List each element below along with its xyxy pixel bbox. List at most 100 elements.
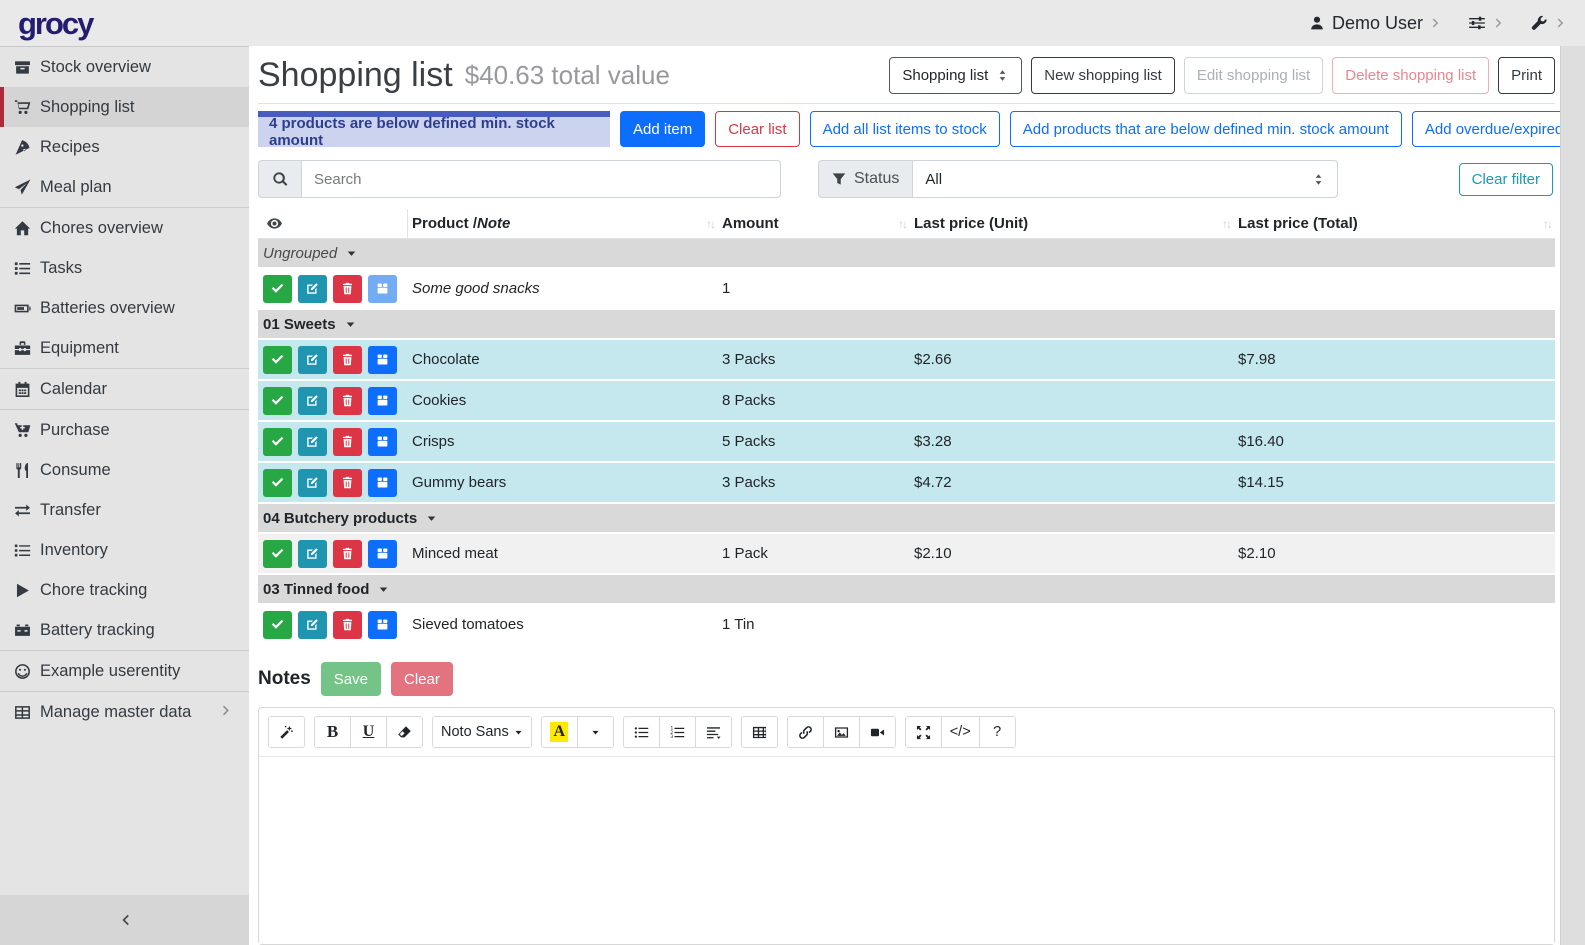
fullscreen-button[interactable] [905, 716, 942, 748]
delete-item-button[interactable] [333, 275, 362, 303]
admin-menu[interactable] [1531, 15, 1567, 32]
edit-item-button[interactable] [298, 387, 327, 415]
magic-style-button[interactable] [268, 716, 305, 748]
sidebar-item-calendar[interactable]: Calendar [0, 369, 249, 409]
sidebar-item-tasks[interactable]: Tasks [0, 248, 249, 288]
delete-shopping-list-button[interactable]: Delete shopping list [1332, 57, 1489, 94]
sidebar-collapse-button[interactable] [0, 895, 249, 945]
sidebar-item-meal-plan[interactable]: Meal plan [0, 167, 249, 207]
clear-formatting-button[interactable] [386, 716, 423, 748]
search-input[interactable] [301, 160, 781, 198]
sidebar-item-inventory[interactable]: Inventory [0, 530, 249, 570]
sidebar-item-equipment[interactable]: Equipment [0, 328, 249, 368]
chevron-right-icon [1430, 17, 1442, 29]
amount-column-header[interactable]: Amount ↑↓ [718, 209, 910, 238]
clear-notes-button[interactable]: Clear [391, 662, 453, 696]
add-to-stock-button[interactable] [368, 387, 397, 415]
mark-done-button[interactable] [263, 275, 292, 303]
sidebar-item-chores-overview[interactable]: Chores overview [0, 208, 249, 248]
save-notes-button[interactable]: Save [321, 662, 381, 696]
notes-editor-canvas[interactable] [259, 756, 1554, 944]
add-to-stock-button[interactable] [368, 346, 397, 374]
sidebar-item-stock-overview[interactable]: Stock overview [0, 47, 249, 87]
font-family-select[interactable]: Noto Sans [432, 716, 532, 748]
print-button[interactable]: Print [1498, 57, 1555, 94]
add-to-stock-button[interactable] [368, 469, 397, 497]
user-menu[interactable]: Demo User [1309, 13, 1442, 34]
mark-done-button[interactable] [263, 387, 292, 415]
group-row-sweets[interactable]: 01 Sweets [258, 310, 1555, 340]
add-below-min-button[interactable]: Add products that are below defined min.… [1010, 111, 1402, 147]
scrollbar[interactable] [1560, 46, 1585, 945]
last-price-total-column-header[interactable]: Last price (Total) ↑↓ [1234, 209, 1555, 238]
add-to-stock-button[interactable] [368, 428, 397, 456]
car-battery-icon [14, 622, 31, 639]
last-price-unit-column-header[interactable]: Last price (Unit) ↑↓ [910, 209, 1234, 238]
add-all-to-stock-button[interactable]: Add all list items to stock [810, 111, 1000, 147]
table-grid-icon [752, 725, 767, 740]
delete-item-button[interactable] [333, 611, 362, 639]
mark-done-button[interactable] [263, 346, 292, 374]
mark-done-button[interactable] [263, 428, 292, 456]
expand-arrows-icon [916, 725, 931, 740]
pizza-icon [14, 139, 31, 156]
sidebar-item-chore-tracking[interactable]: Chore tracking [0, 570, 249, 610]
sidebar-item-shopping-list[interactable]: Shopping list [0, 87, 249, 127]
group-row-tinned-food[interactable]: 03 Tinned food [258, 575, 1555, 605]
font-color-dropdown[interactable] [577, 716, 614, 748]
add-to-stock-button[interactable] [368, 275, 397, 303]
insert-image-button[interactable] [823, 716, 860, 748]
delete-item-button[interactable] [333, 346, 362, 374]
mark-done-button[interactable] [263, 611, 292, 639]
edit-item-button[interactable] [298, 275, 327, 303]
delete-item-button[interactable] [333, 387, 362, 415]
status-select[interactable]: All [912, 160, 1338, 198]
insert-table-button[interactable] [741, 716, 778, 748]
edit-item-button[interactable] [298, 540, 327, 568]
product-column-header[interactable]: Product / Note ↑↓ [408, 209, 718, 238]
sidebar-item-example-userentity[interactable]: Example userentity [0, 651, 249, 691]
mark-done-button[interactable] [263, 540, 292, 568]
sidebar-item-batteries-overview[interactable]: Batteries overview [0, 288, 249, 328]
add-overdue-button[interactable]: Add overdue/expired products [1412, 111, 1560, 147]
edit-shopping-list-button[interactable]: Edit shopping list [1184, 57, 1323, 94]
add-to-stock-button[interactable] [368, 611, 397, 639]
edit-item-button[interactable] [298, 346, 327, 374]
edit-item-button[interactable] [298, 611, 327, 639]
settings-menu[interactable] [1468, 14, 1505, 32]
delete-item-button[interactable] [333, 540, 362, 568]
group-row-ungrouped[interactable]: Ungrouped [258, 239, 1555, 269]
sidebar-item-manage-master-data[interactable]: Manage master data [0, 692, 249, 732]
ordered-list-button[interactable] [659, 716, 696, 748]
sidebar-item-battery-tracking[interactable]: Battery tracking [0, 610, 249, 650]
edit-item-button[interactable] [298, 469, 327, 497]
add-to-stock-button[interactable] [368, 540, 397, 568]
insert-video-button[interactable] [859, 716, 896, 748]
sidebar: Stock overview Shopping list Recipes Mea… [0, 46, 249, 945]
delete-item-button[interactable] [333, 428, 362, 456]
shopping-list-select[interactable]: Shopping list [889, 57, 1022, 94]
clear-list-button[interactable]: Clear list [715, 111, 799, 147]
unordered-list-button[interactable] [623, 716, 660, 748]
font-color-button[interactable]: A [541, 716, 578, 748]
code-view-button[interactable]: </> [941, 716, 980, 748]
group-row-butchery[interactable]: 04 Butchery products [258, 504, 1555, 534]
paragraph-align-button[interactable] [695, 716, 732, 748]
delete-item-button[interactable] [333, 469, 362, 497]
column-visibility-header[interactable] [258, 209, 408, 238]
edit-item-button[interactable] [298, 428, 327, 456]
insert-link-button[interactable] [787, 716, 824, 748]
underline-button[interactable]: U [350, 716, 387, 748]
play-icon [14, 582, 31, 599]
sidebar-item-transfer[interactable]: Transfer [0, 490, 249, 530]
help-button[interactable]: ? [979, 716, 1016, 748]
mark-done-button[interactable] [263, 469, 292, 497]
new-shopping-list-button[interactable]: New shopping list [1031, 57, 1175, 94]
item-product: Chocolate [408, 351, 718, 368]
sidebar-item-recipes[interactable]: Recipes [0, 127, 249, 167]
add-item-button[interactable]: Add item [620, 111, 705, 147]
sidebar-item-purchase[interactable]: Purchase [0, 410, 249, 450]
clear-filter-button[interactable]: Clear filter [1459, 163, 1553, 196]
bold-button[interactable]: B [314, 716, 351, 748]
sidebar-item-consume[interactable]: Consume [0, 450, 249, 490]
